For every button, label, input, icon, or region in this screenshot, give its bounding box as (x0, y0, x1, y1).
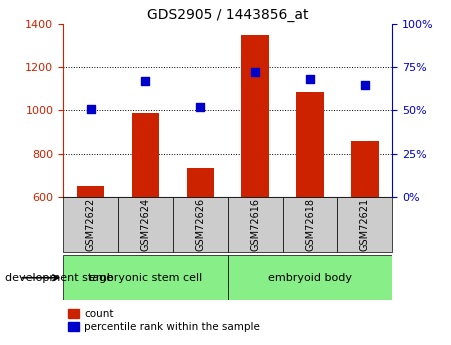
Bar (337, 197, 392, 252)
Bar (63, 255, 228, 300)
Text: GSM72622: GSM72622 (86, 198, 96, 251)
Legend: count, percentile rank within the sample: count, percentile rank within the sample (69, 309, 260, 332)
Bar (132, 112, 159, 197)
Point (252, 70, 259, 75)
Bar (118, 197, 173, 252)
Point (142, 78, 149, 84)
Text: development stage: development stage (5, 273, 113, 283)
Text: embryoid body: embryoid body (268, 273, 352, 283)
Point (197, 104, 204, 110)
Text: GSM72626: GSM72626 (195, 198, 205, 251)
Bar (63, 197, 118, 252)
Bar (228, 197, 283, 252)
Text: GSM72621: GSM72621 (360, 198, 370, 251)
Bar (187, 168, 214, 197)
Bar (283, 197, 337, 252)
Text: GSM72618: GSM72618 (305, 198, 315, 251)
Bar (77, 186, 104, 197)
Text: GSM72616: GSM72616 (250, 198, 260, 251)
Text: GSM72624: GSM72624 (140, 198, 151, 251)
Text: embryonic stem cell: embryonic stem cell (89, 273, 202, 283)
Point (361, 82, 368, 87)
Bar (173, 197, 228, 252)
Bar (296, 92, 324, 197)
Bar (351, 141, 379, 197)
Title: GDS2905 / 1443856_at: GDS2905 / 1443856_at (147, 8, 308, 22)
Point (87, 106, 94, 111)
Point (307, 77, 314, 82)
Bar (228, 255, 392, 300)
Bar (241, 35, 269, 197)
